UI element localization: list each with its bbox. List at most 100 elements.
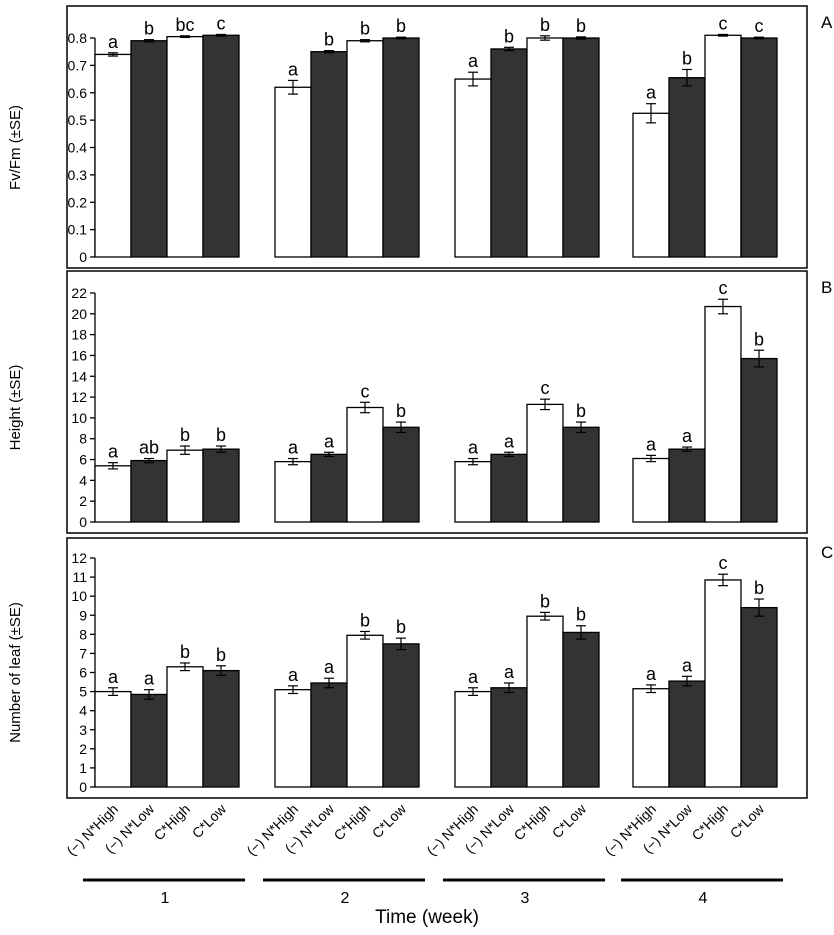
- significance-letter: c: [755, 16, 764, 36]
- y-tick-label: 8: [79, 431, 87, 447]
- week-label: 3: [521, 890, 530, 907]
- panel-a: A 0 0.1 0.2 0.3 0.4 0.5 0.6 0.7 0.8 Fv/Fm (±SE) a a a…: [7, 5, 833, 269]
- bar: [94, 53, 132, 258]
- bar: [526, 37, 564, 258]
- bar: [382, 643, 420, 788]
- significance-letter: b: [754, 578, 764, 598]
- y-tick-label: 0: [79, 514, 87, 530]
- significance-letter: a: [682, 655, 693, 675]
- bar: [740, 357, 778, 523]
- panel-label: A: [821, 13, 833, 32]
- bar: [454, 690, 492, 788]
- y-tick-label: 12: [71, 550, 87, 566]
- y-tick-label: 10: [71, 410, 87, 426]
- bar: [526, 403, 564, 523]
- significance-letter: a: [646, 83, 657, 103]
- y-tick-label: 6: [79, 452, 87, 468]
- panel-frame: [66, 270, 808, 534]
- y-tick-label: 0.8: [68, 30, 88, 46]
- y-tick-label: 5: [79, 684, 87, 700]
- significance-letter: b: [682, 48, 692, 68]
- week-label: 2: [341, 890, 350, 907]
- significance-letter: a: [288, 59, 299, 79]
- bar: [166, 35, 204, 258]
- significance-letter: b: [754, 329, 764, 349]
- y-tick-label: 10: [71, 588, 87, 604]
- significance-letter: b: [216, 425, 226, 445]
- significance-letter: ab: [139, 438, 159, 458]
- bar: [668, 680, 706, 788]
- significance-letter: b: [504, 26, 514, 46]
- significance-letter: a: [504, 662, 515, 682]
- bar: [382, 426, 420, 523]
- y-tick-label: 11: [72, 569, 87, 585]
- significance-letter: a: [324, 431, 335, 451]
- bar: [166, 666, 204, 788]
- y-tick-label: 4: [79, 472, 87, 488]
- bar: [454, 78, 492, 258]
- bar: [490, 453, 528, 523]
- y-tick-label: 0.2: [68, 194, 88, 210]
- y-tick-label: 0: [79, 249, 87, 265]
- week-label: 1: [161, 890, 170, 907]
- x-category-label: C*Low: [189, 800, 230, 841]
- x-axis-title: Time (week): [375, 907, 479, 928]
- bar: [740, 37, 778, 258]
- panel-frame: [66, 537, 808, 799]
- y-tick-label: 0.7: [68, 57, 88, 73]
- significance-letter: c: [719, 553, 728, 573]
- y-tick-label: 0: [79, 779, 87, 795]
- bar: [668, 448, 706, 523]
- panel-label: B: [821, 278, 832, 297]
- significance-letter: c: [217, 13, 226, 33]
- bar: [562, 631, 600, 788]
- panel-label: C: [821, 543, 833, 562]
- y-axis-title: Fv/Fm (±SE): [7, 105, 24, 190]
- x-category-label: C*Low: [549, 800, 590, 841]
- significance-letter: b: [540, 591, 550, 611]
- significance-letter: b: [360, 19, 370, 39]
- significance-letter: b: [180, 425, 190, 445]
- week-label: 4: [699, 890, 708, 907]
- y-axis-title: Height (±SE): [7, 365, 24, 451]
- bar: [632, 112, 670, 258]
- bar: [130, 693, 168, 788]
- bar: [704, 305, 742, 523]
- y-tick-label: 4: [79, 703, 87, 719]
- bar: [490, 687, 528, 788]
- significance-letter: a: [468, 667, 479, 687]
- bar: [202, 448, 240, 523]
- y-tick-label: 6: [79, 665, 87, 681]
- significance-letter: c: [719, 13, 728, 33]
- bar: [382, 37, 420, 258]
- significance-letter: b: [396, 401, 406, 421]
- bar: [562, 37, 600, 258]
- y-tick-label: 0.5: [68, 112, 88, 128]
- significance-letter: a: [682, 426, 693, 446]
- bar: [490, 48, 528, 258]
- y-tick-label: 2: [79, 741, 87, 757]
- bar: [346, 634, 384, 788]
- bar: [202, 34, 240, 258]
- bar: [94, 465, 132, 523]
- significance-letter: c: [719, 278, 728, 298]
- significance-letter: b: [216, 645, 226, 665]
- bar: [310, 51, 348, 258]
- bar: [274, 86, 312, 258]
- significance-letter: a: [504, 431, 515, 451]
- panel-frame: [66, 5, 808, 269]
- significance-letter: a: [646, 434, 657, 454]
- bar: [310, 682, 348, 788]
- y-tick-label: 12: [71, 389, 87, 405]
- y-tick-label: 8: [79, 626, 87, 642]
- bar: [740, 606, 778, 788]
- bar: [310, 453, 348, 523]
- significance-letter: a: [288, 665, 299, 685]
- significance-letter: a: [108, 32, 119, 52]
- y-tick-label: 18: [71, 327, 87, 343]
- x-category-label: C*High: [330, 801, 373, 844]
- y-tick-label: 22: [71, 285, 87, 301]
